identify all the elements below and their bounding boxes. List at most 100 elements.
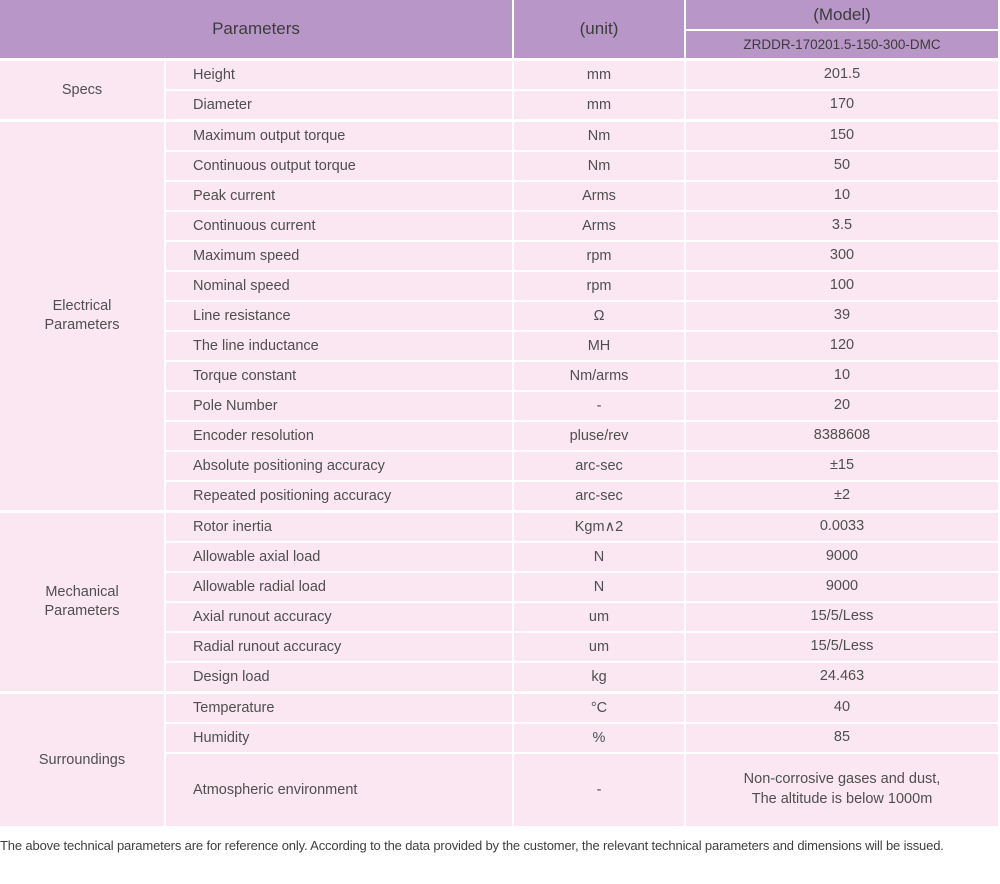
table-row: Specs Height mm 201.5 <box>0 58 998 122</box>
param-value: 10 <box>684 180 998 212</box>
param-unit: Nm/arms <box>512 360 686 392</box>
param-unit: mm <box>512 58 686 91</box>
table-header-row-1: Parameters (unit) (Model) <box>0 0 998 61</box>
param-name: Pole Number <box>164 390 514 422</box>
param-value: ±15 <box>684 450 998 482</box>
param-unit: pluse/rev <box>512 420 686 452</box>
param-value: 20 <box>684 390 998 422</box>
param-unit: Kgm∧2 <box>512 510 686 543</box>
param-name: Humidity <box>164 722 514 754</box>
param-unit: Ω <box>512 300 686 332</box>
param-value: 15/5/Less <box>684 601 998 633</box>
table-row: Allowable radial load N 9000 <box>0 571 998 603</box>
param-name: Peak current <box>164 180 514 212</box>
param-unit: % <box>512 722 686 754</box>
param-value: 10 <box>684 360 998 392</box>
param-name: Atmospheric environment <box>164 752 514 828</box>
param-unit: Nm <box>512 150 686 182</box>
param-name: Radial runout accuracy <box>164 631 514 663</box>
param-name: Diameter <box>164 89 514 122</box>
param-name: Temperature <box>164 691 514 724</box>
param-name: Rotor inertia <box>164 510 514 543</box>
param-unit: Nm <box>512 119 686 152</box>
param-value: 100 <box>684 270 998 302</box>
table-row: Continuous current Arms 3.5 <box>0 210 998 242</box>
param-name: Repeated positioning accuracy <box>164 480 514 513</box>
param-value: 24.463 <box>684 661 998 694</box>
table-row: Nominal speed rpm 100 <box>0 270 998 302</box>
param-value: 40 <box>684 691 998 724</box>
section-label-surroundings: Surroundings <box>0 691 166 828</box>
param-unit: kg <box>512 661 686 694</box>
param-value: 3.5 <box>684 210 998 242</box>
param-name: Continuous output torque <box>164 150 514 182</box>
table-row: Peak current Arms 10 <box>0 180 998 212</box>
param-name: Height <box>164 58 514 91</box>
param-unit: um <box>512 601 686 633</box>
param-name: Allowable radial load <box>164 571 514 603</box>
footnote: The above technical parameters are for r… <box>0 838 944 853</box>
param-unit: °C <box>512 691 686 724</box>
spec-table: Parameters (unit) (Model) ZRDDR-170201.5… <box>0 0 998 828</box>
table-row: Maximum speed rpm 300 <box>0 240 998 272</box>
param-name: Encoder resolution <box>164 420 514 452</box>
param-value: 9000 <box>684 541 998 573</box>
param-value: 15/5/Less <box>684 631 998 663</box>
param-unit: Arms <box>512 210 686 242</box>
header-parameters: Parameters <box>0 0 514 61</box>
param-unit: N <box>512 571 686 603</box>
header-unit: (unit) <box>512 0 686 61</box>
param-value: 0.0033 <box>684 510 998 543</box>
param-unit: arc-sec <box>512 480 686 513</box>
param-unit: N <box>512 541 686 573</box>
section-label-electrical: Electrical Parameters <box>0 119 166 513</box>
param-unit: rpm <box>512 240 686 272</box>
param-value: ±2 <box>684 480 998 513</box>
table-row: Atmospheric environment - Non-corrosive … <box>0 752 998 828</box>
param-unit: MH <box>512 330 686 362</box>
table-row: Encoder resolution pluse/rev 8388608 <box>0 420 998 452</box>
param-value: 300 <box>684 240 998 272</box>
table-row: Radial runout accuracy um 15/5/Less <box>0 631 998 663</box>
param-value: 120 <box>684 330 998 362</box>
param-name: Allowable axial load <box>164 541 514 573</box>
param-unit: Arms <box>512 180 686 212</box>
table-row: Line resistance Ω 39 <box>0 300 998 332</box>
param-unit: arc-sec <box>512 450 686 482</box>
param-value: 39 <box>684 300 998 332</box>
table-row: Humidity % 85 <box>0 722 998 754</box>
param-value: 170 <box>684 89 998 122</box>
section-label-mechanical: Mechanical Parameters <box>0 510 166 694</box>
table-row: Electrical Parameters Maximum output tor… <box>0 119 998 513</box>
param-value: Non-corrosive gases and dust, The altitu… <box>684 752 998 828</box>
param-value: 201.5 <box>684 58 998 91</box>
param-name: Maximum output torque <box>164 119 514 152</box>
table-row: Pole Number - 20 <box>0 390 998 422</box>
table-row: Axial runout accuracy um 15/5/Less <box>0 601 998 633</box>
param-value: 9000 <box>684 571 998 603</box>
table-row: Torque constant Nm/arms 10 <box>0 360 998 392</box>
param-value: 85 <box>684 722 998 754</box>
param-name: Continuous current <box>164 210 514 242</box>
param-name: Torque constant <box>164 360 514 392</box>
param-value: 8388608 <box>684 420 998 452</box>
param-unit: mm <box>512 89 686 122</box>
param-name: The line inductance <box>164 330 514 362</box>
param-name: Nominal speed <box>164 270 514 302</box>
table-row: Absolute positioning accuracy arc-sec ±1… <box>0 450 998 482</box>
param-unit: um <box>512 631 686 663</box>
param-unit: - <box>512 752 686 828</box>
param-name: Design load <box>164 661 514 694</box>
header-model-value: ZRDDR-170201.5-150-300-DMC <box>684 29 998 61</box>
section-label-specs: Specs <box>0 58 166 122</box>
param-value: 50 <box>684 150 998 182</box>
table-row: Repeated positioning accuracy arc-sec ±2 <box>0 480 998 513</box>
param-unit: rpm <box>512 270 686 302</box>
param-value: 150 <box>684 119 998 152</box>
table-row: Surroundings Temperature °C 40 <box>0 691 998 828</box>
table-row: Mechanical Parameters Rotor inertia Kgm∧… <box>0 510 998 694</box>
param-name: Line resistance <box>164 300 514 332</box>
table-row: Allowable axial load N 9000 <box>0 541 998 573</box>
header-model: (Model) <box>684 0 998 31</box>
param-name: Maximum speed <box>164 240 514 272</box>
